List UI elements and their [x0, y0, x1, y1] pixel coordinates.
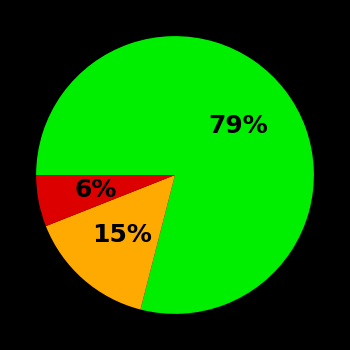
Text: 6%: 6%	[75, 178, 117, 202]
Text: 15%: 15%	[92, 223, 152, 247]
Wedge shape	[36, 175, 175, 226]
Wedge shape	[46, 175, 175, 309]
Wedge shape	[36, 36, 314, 314]
Text: 79%: 79%	[209, 114, 268, 138]
